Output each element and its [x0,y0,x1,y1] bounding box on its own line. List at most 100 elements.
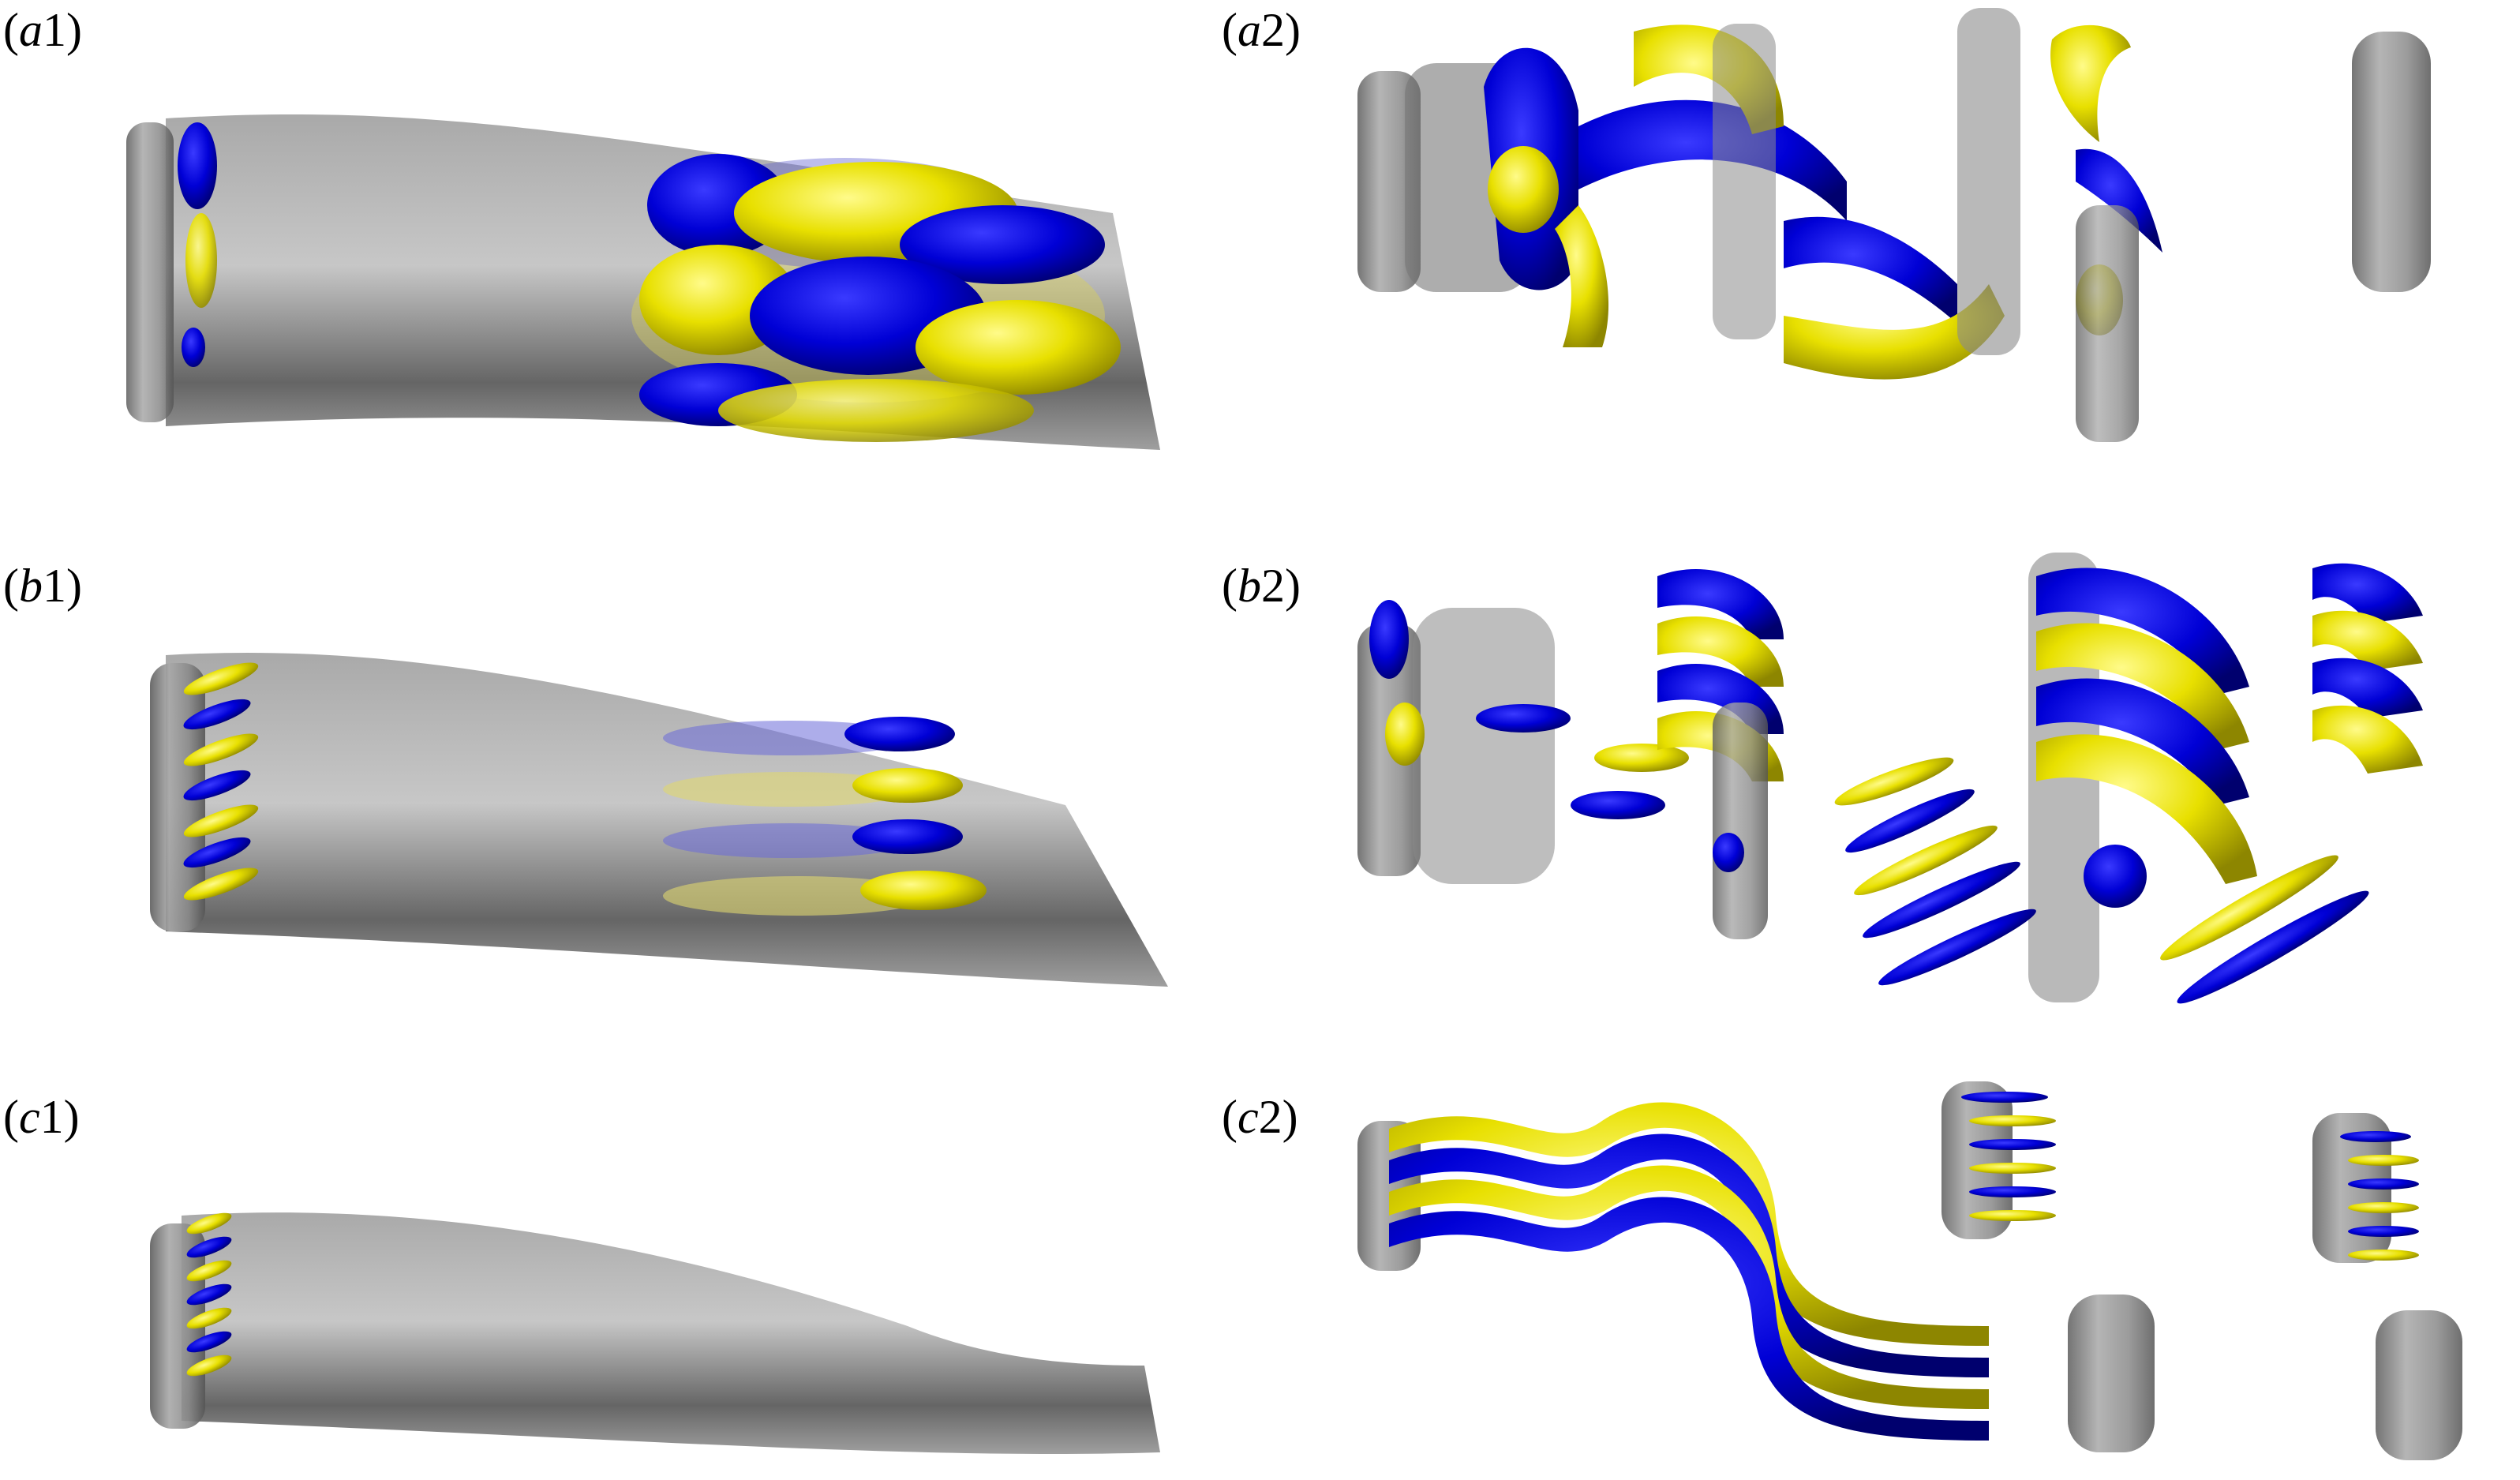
yellow-structure [1969,1115,2056,1126]
blue-structure [186,1283,232,1306]
yellow-structure [1385,703,1425,766]
blade-surface [182,1212,1160,1454]
yellow-structure [185,213,217,308]
blue-structure [2348,1226,2419,1237]
panel-c1 [118,1200,1192,1468]
blue-structure [2340,1131,2411,1142]
yellow-structure [1594,744,1689,772]
yellow-structure [860,871,987,910]
panel-a2-graphic [1357,8,2431,442]
panel-b1 [118,639,1192,1002]
panel-c1-graphic [150,1212,1160,1454]
yellow-structure [183,662,259,695]
yellow-structure [186,1354,232,1377]
yellow-structure [2348,1202,2419,1213]
yellow-shadow [663,772,916,807]
blue-structure [1389,1133,1989,1377]
yellow-structure [1389,1102,1989,1346]
panel-label-a1: (a1) [3,4,82,56]
panel-a1-graphic [126,114,1160,450]
blue-structure [183,837,251,868]
yellow-structure [916,300,1121,395]
cylinder [2352,32,2431,292]
panel-a1 [118,87,1192,466]
cylinder [2076,205,2139,442]
blue-structure [2084,845,2147,908]
yellow-structure [2348,1250,2419,1261]
blue-structure [2036,568,2249,695]
yellow-structure [2050,24,2131,143]
yellow-structure [718,379,1034,442]
cylinder [1713,703,1768,939]
blue-structure [1878,909,2036,986]
leading-edge-streaks [183,662,259,901]
panel-c2-graphic [1357,1081,2462,1460]
yellow-structure [1784,284,2005,380]
panel-a2 [1342,0,2494,474]
yellow-structure [852,768,963,803]
blue-structure [1476,704,1571,733]
blue-structure [2348,1178,2419,1190]
cylinder [2068,1295,2155,1452]
panel-b1-graphic [150,652,1168,987]
cylinder [1713,24,1776,339]
leading-edge-cylinder [126,122,174,422]
panel-label-b2: (b2) [1222,560,1301,612]
yellow-structure [1969,1210,2056,1221]
yellow-structure [186,1307,232,1329]
blue-structure [1578,99,1847,221]
blue-structure [186,1236,232,1258]
cylinder [2312,1113,2391,1263]
s-shaped-vortex-band [1389,1102,1989,1441]
blue-structure [852,819,963,854]
blue-structure [183,699,251,730]
blue-structure [186,1331,232,1353]
blue-structure [2312,563,2423,624]
yellow-structure [1389,1165,1989,1409]
cylinder [2376,1310,2462,1460]
blue-structure [2312,658,2423,718]
blue-shadow [663,823,916,858]
blue-structure [1969,1139,2056,1150]
yellow-structure [2036,623,2249,750]
blue-structure [1784,216,1957,324]
blue-structure [1713,833,1744,872]
blue-structure [844,717,955,751]
yellow-structure [186,1212,232,1235]
blue-structure [2076,148,2162,253]
cylinder-streaks [1961,1092,2056,1221]
blue-structure [183,770,251,801]
blue-structure [1845,789,1975,853]
yellow-structure [183,867,259,901]
blue-structure [1657,569,1784,639]
leading-edge-streaks [186,1212,232,1377]
yellow-structure [1657,616,1784,687]
blue-structure [1389,1197,1989,1441]
panel-b2-graphic [1357,553,2423,1004]
yellow-structure [2348,1155,2419,1166]
blue-structure [178,122,217,209]
yellow-structure [186,1260,232,1282]
yellow-structure [183,733,259,766]
yellow-structure [1834,757,1954,806]
yellow-structure [1488,146,1559,233]
blue-structure [900,205,1105,284]
yellow-structure [1555,205,1609,347]
yellow-structure [1854,825,1998,896]
cylinder [1957,8,2020,355]
yellow-structure [2036,734,2257,884]
panel-label-b1: (b1) [3,560,82,612]
blue-structure [1369,600,1409,679]
panel-label-a2: (a2) [1222,4,1301,56]
blue-structure [2036,678,2249,805]
yellow-structure [2312,705,2423,774]
blade-surface [166,652,1168,987]
cylinder-streaks [2340,1131,2419,1261]
panel-b2 [1342,545,2494,1018]
vortex-arcs-right [1834,553,2423,1004]
wake-streaks [663,717,987,916]
blue-structure [2177,890,2369,1004]
panel-label-c1: (c1) [3,1091,80,1143]
blue-structure [1969,1186,2056,1197]
yellow-structure [2160,855,2338,961]
